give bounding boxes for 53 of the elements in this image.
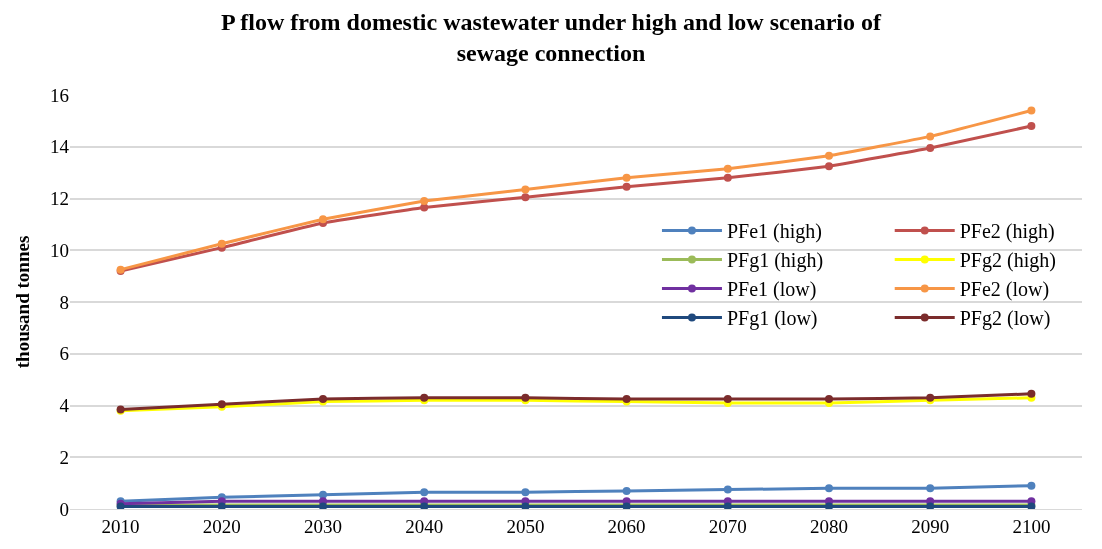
point [926, 132, 935, 141]
y-tick-label: 14 [50, 136, 70, 158]
point [622, 182, 631, 191]
point [1027, 389, 1036, 398]
x-tick-label: 2030 [304, 515, 342, 537]
point [926, 144, 935, 153]
point [1027, 481, 1036, 490]
point [521, 185, 530, 194]
point [723, 164, 732, 173]
x-tick-label: 2020 [202, 515, 241, 537]
y-tick-label: 16 [50, 84, 69, 106]
y-axis-title: thousand tonnes [11, 235, 33, 369]
x-tick-label: 2060 [607, 515, 646, 537]
point [825, 151, 833, 160]
x-tick-label: 2090 [911, 515, 950, 537]
point [217, 239, 226, 248]
y-tick-label: 2 [59, 446, 69, 468]
point [622, 173, 631, 182]
x-tick-label: 2070 [708, 515, 747, 537]
point [521, 193, 530, 202]
point [420, 488, 429, 497]
point [926, 484, 935, 493]
y-tick-label: 0 [59, 498, 69, 520]
legend-label: PFg1 (high) [726, 249, 824, 273]
legend-label: PFg2 (low) [959, 307, 1051, 331]
x-tick-label: 2040 [405, 515, 444, 537]
x-tick-label: 2100 [1012, 515, 1051, 537]
point [420, 203, 429, 212]
point [521, 488, 530, 497]
legend-label: PFe1 (low) [726, 278, 817, 302]
point [319, 215, 327, 224]
x-tick-label: 2050 [506, 515, 545, 537]
legend-label: PFg2 (high) [959, 249, 1056, 273]
point [723, 485, 732, 494]
point [825, 162, 833, 171]
legend-label: PFe1 (high) [726, 220, 822, 244]
y-tick-label: 6 [59, 343, 69, 365]
point [1027, 122, 1036, 131]
point [622, 486, 631, 495]
y-tick-label: 8 [59, 291, 69, 313]
legend-label: PFe2 (low) [959, 278, 1050, 302]
x-tick-label: 2010 [101, 515, 140, 537]
point [1027, 106, 1036, 115]
legend-label: PFe2 (high) [959, 220, 1055, 244]
point [420, 197, 429, 206]
chart-title: P flow from domestic wastewater under high and low scenario of sewage connection [221, 9, 882, 67]
legend-label: PFg1 (low) [726, 307, 818, 331]
y-tick-label: 10 [50, 239, 69, 261]
y-tick-label: 12 [50, 188, 69, 210]
x-tick-label: 2080 [810, 515, 848, 537]
point [825, 484, 833, 493]
y-tick-label: 4 [59, 395, 70, 417]
point [723, 173, 732, 182]
